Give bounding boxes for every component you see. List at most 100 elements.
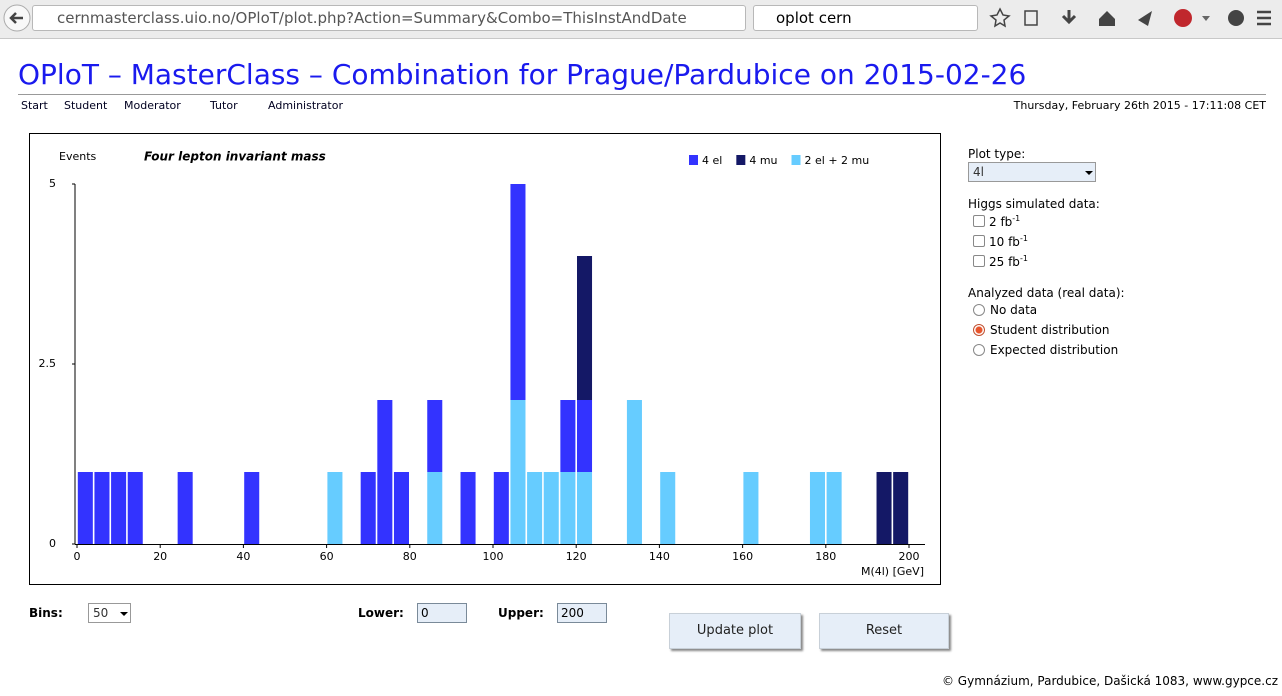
analyzed-option: No data <box>990 303 1038 317</box>
date: Thursday, February 26th 2015 - 17:11:08 … <box>1013 99 1266 112</box>
upper-value: 200 <box>561 606 584 620</box>
bar <box>660 472 676 544</box>
bar <box>377 400 393 544</box>
home-icon[interactable] <box>1099 11 1115 26</box>
menu-icon[interactable] <box>1257 10 1271 26</box>
higgs-option-text: 10 fb <box>989 235 1020 249</box>
analyzed-option: Expected distribution <box>990 343 1119 357</box>
higgs-label: Higgs simulated data: <box>968 197 1100 211</box>
bar <box>560 472 576 544</box>
x-tick-label: 180 <box>815 550 836 563</box>
update-text: Update plot <box>696 623 774 638</box>
bar <box>360 472 376 544</box>
adblock-menu[interactable] <box>1202 16 1210 21</box>
bins-value: 50 <box>93 606 109 620</box>
bar <box>77 472 93 544</box>
plot-type-value: 4l <box>973 165 984 179</box>
plot-type-select[interactable]: 4l <box>968 162 1096 182</box>
bar <box>577 256 593 400</box>
legend-label: 2 el + 2 mu <box>805 154 870 167</box>
search-text: oplot cern <box>776 9 852 27</box>
bar <box>543 472 559 544</box>
select-arrow <box>1085 171 1093 175</box>
chart: Events Four lepton invariant mass M(4l) [G… <box>29 133 941 585</box>
y-axis-label: Events <box>59 150 97 163</box>
bar <box>527 472 543 544</box>
lower-label: Lower: <box>358 606 404 620</box>
analyzed-option: Student distribution <box>990 323 1110 337</box>
reset-text: Reset <box>865 623 903 638</box>
nav-link[interactable]: Moderator <box>124 99 181 112</box>
bar <box>893 472 909 544</box>
nav-link[interactable]: Start <box>21 99 48 112</box>
higgs-option: 2 fb-1 <box>989 214 1020 229</box>
higgs-option: 10 fb-1 <box>989 234 1028 249</box>
legend-label: 4 mu <box>749 154 777 167</box>
url-text: cernmasterclass.uio.no/OPloT/plot.php?Ac… <box>57 9 687 27</box>
chart-title: Four lepton invariant mass <box>144 150 326 164</box>
bar <box>626 400 642 544</box>
reset-button[interactable]: Reset <box>819 613 949 649</box>
share-icon[interactable] <box>1138 11 1152 26</box>
lower-input[interactable]: 0 <box>417 603 467 623</box>
nav-link[interactable]: Tutor <box>210 99 238 112</box>
bar <box>510 400 526 544</box>
lower-value: 0 <box>421 606 429 620</box>
higgs-option: 25 fb-1 <box>989 254 1028 269</box>
higgs-option-text: 25 fb <box>989 255 1020 269</box>
x-tick-label: 140 <box>649 550 670 563</box>
bar <box>127 472 143 544</box>
bar <box>111 472 127 544</box>
url-bar[interactable]: cernmasterclass.uio.no/OPloT/plot.php?Ac… <box>32 5 746 31</box>
download-icon[interactable] <box>1061 10 1077 25</box>
analyzed-label: Analyzed data (real data): <box>968 286 1125 300</box>
x-tick-label: 20 <box>153 550 167 563</box>
update-button[interactable]: Update plot <box>669 613 801 649</box>
analyzed-radio[interactable] <box>973 344 985 356</box>
bar <box>493 472 509 544</box>
bins-select[interactable]: 50 <box>88 603 131 623</box>
reading-list-icon[interactable] <box>1024 10 1038 26</box>
bar <box>577 400 593 472</box>
y-tick-label: 5 <box>49 177 56 190</box>
legend-label: 4 el <box>702 154 722 167</box>
bar <box>244 472 260 544</box>
legend-swatch <box>689 155 698 165</box>
bar <box>560 400 576 472</box>
higgs-checkbox[interactable] <box>973 255 985 267</box>
x-tick-label: 120 <box>566 550 587 563</box>
x-tick-label: 60 <box>320 550 334 563</box>
adblock-icon[interactable] <box>1174 9 1192 27</box>
search-bar[interactable]: oplot cern <box>753 5 978 31</box>
higgs-checkbox[interactable] <box>973 235 985 247</box>
nav-link[interactable]: Student <box>64 99 108 112</box>
higgs-checkbox[interactable] <box>973 215 985 227</box>
analyzed-radio[interactable] <box>973 324 985 336</box>
higgs-option-exp: -1 <box>1012 214 1021 223</box>
bar <box>427 400 443 472</box>
select-arrow <box>120 612 128 616</box>
analyzed-radio[interactable] <box>973 304 985 316</box>
browser-toolbar: cernmasterclass.uio.no/OPloT/plot.php?Ac… <box>0 0 1282 39</box>
bar <box>327 472 343 544</box>
upper-input[interactable]: 200 <box>557 603 607 623</box>
higgs-option-text: 2 fb <box>989 215 1013 229</box>
x-tick-label: 40 <box>236 550 250 563</box>
hello-icon[interactable] <box>1228 10 1244 26</box>
higgs-option-exp: -1 <box>1019 254 1028 263</box>
back-arrow <box>9 12 23 24</box>
bar <box>826 472 842 544</box>
bookmark-icon[interactable] <box>989 7 1011 28</box>
plot-type-label: Plot type: <box>968 147 1026 161</box>
bar <box>94 472 110 544</box>
legend-swatch <box>791 155 801 165</box>
x-tick-label: 160 <box>732 550 753 563</box>
legend-swatch <box>736 155 746 165</box>
higgs-option-exp: -1 <box>1019 234 1028 243</box>
y-tick-label: 0 <box>49 537 56 550</box>
nav-link[interactable]: Administrator <box>268 99 343 112</box>
upper-label: Upper: <box>498 606 544 620</box>
x-tick-label: 0 <box>74 550 81 563</box>
